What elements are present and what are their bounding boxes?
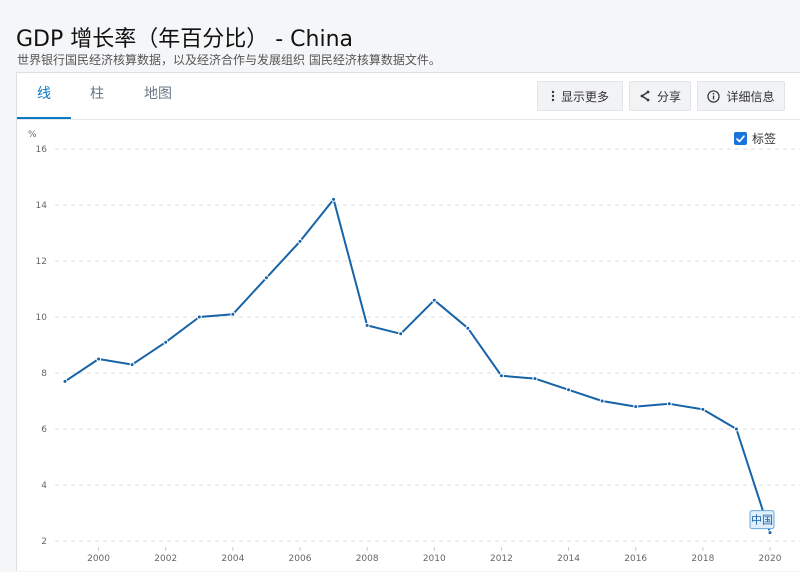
y-tick-label: 10 bbox=[36, 313, 48, 323]
data-point[interactable] bbox=[465, 325, 471, 331]
page-title: GDP 增长率（年百分比） - China bbox=[16, 26, 354, 52]
data-point[interactable] bbox=[767, 530, 773, 536]
data-point[interactable] bbox=[532, 376, 538, 382]
series-line bbox=[64, 198, 771, 533]
x-tick-label: 2014 bbox=[557, 554, 580, 564]
show-more-button[interactable]: 显示更多 bbox=[537, 81, 623, 111]
x-tick-label: 2006 bbox=[289, 554, 312, 564]
labels-toggle[interactable]: 标签 bbox=[734, 130, 776, 147]
x-tick-label: 2012 bbox=[490, 554, 513, 564]
x-tick-label: 2002 bbox=[154, 554, 177, 564]
y-tick-label: 4 bbox=[41, 481, 47, 491]
x-tick-label: 2016 bbox=[624, 554, 647, 564]
axes: % 2 4 6 8 10 12 14 16 2000 2002 2004 2006 2008 2010 20… bbox=[28, 130, 782, 564]
x-tick-label: 2004 bbox=[221, 554, 244, 564]
series: 中国 bbox=[62, 196, 775, 536]
data-point[interactable] bbox=[599, 398, 605, 404]
y-tick-label: 6 bbox=[41, 425, 47, 435]
labels-checkbox-label: 标签 bbox=[752, 132, 777, 146]
data-point[interactable] bbox=[398, 331, 404, 337]
data-point[interactable] bbox=[62, 378, 68, 384]
data-point[interactable] bbox=[297, 238, 303, 244]
y-tick-label: 12 bbox=[36, 257, 47, 267]
y-tick-label: 8 bbox=[41, 369, 47, 379]
page-subtitle: 世界银行国民经济核算数据，以及经济合作与发展组织 国民经济核算数据文件。 bbox=[17, 53, 441, 67]
data-point[interactable] bbox=[364, 322, 370, 328]
y-tick-label: 2 bbox=[41, 537, 47, 547]
data-point[interactable] bbox=[96, 356, 102, 362]
y-tick-label: 14 bbox=[36, 201, 48, 211]
share-button[interactable]: 分享 bbox=[629, 81, 691, 111]
data-point[interactable] bbox=[700, 406, 706, 412]
labels-checkbox[interactable] bbox=[734, 132, 747, 145]
series-end-label-box bbox=[749, 510, 775, 530]
info-icon bbox=[707, 89, 721, 103]
details-button[interactable]: 详细信息 bbox=[697, 81, 785, 111]
data-point[interactable] bbox=[331, 196, 337, 202]
share-label: 分享 bbox=[656, 89, 681, 104]
x-tick-label: 2010 bbox=[423, 554, 446, 564]
tab-bar[interactable]: 柱 bbox=[90, 86, 104, 102]
chart-card: 线 柱 地图 显示更多 分享 详细信息 % 2 4 6 8 10 12 14 16 2000 20… bbox=[16, 72, 800, 571]
data-point[interactable] bbox=[263, 275, 269, 281]
data-point[interactable] bbox=[666, 401, 672, 407]
data-point[interactable] bbox=[566, 387, 572, 393]
data-point[interactable] bbox=[431, 297, 437, 303]
share-icon bbox=[639, 90, 651, 102]
tab-map[interactable]: 地图 bbox=[144, 86, 172, 102]
x-tick-label: 2018 bbox=[691, 554, 714, 564]
data-point[interactable] bbox=[633, 404, 639, 410]
series-end-label: 中国 bbox=[751, 514, 773, 527]
y-tick-label: 16 bbox=[36, 145, 48, 155]
details-label: 详细信息 bbox=[726, 89, 775, 104]
data-point[interactable] bbox=[498, 373, 504, 379]
data-point[interactable] bbox=[163, 339, 169, 345]
data-point[interactable] bbox=[129, 362, 135, 368]
data-point[interactable] bbox=[733, 426, 739, 432]
data-point[interactable] bbox=[196, 314, 202, 320]
x-tick-label: 2000 bbox=[87, 554, 110, 564]
more-vertical-icon bbox=[551, 90, 555, 102]
y-axis-unit-label: % bbox=[28, 130, 37, 140]
x-tick-label: 2008 bbox=[356, 554, 379, 564]
tab-line[interactable]: 线 bbox=[17, 73, 71, 119]
data-point[interactable] bbox=[230, 311, 236, 317]
x-tick-label: 2020 bbox=[759, 554, 782, 564]
chart-tabbar: 线 柱 地图 显示更多 分享 详细信息 bbox=[17, 73, 800, 120]
show-more-label: 显示更多 bbox=[560, 89, 609, 104]
line-chart: % 2 4 6 8 10 12 14 16 2000 2002 2004 2006 2008 2010 20… bbox=[28, 130, 800, 564]
grid bbox=[55, 148, 800, 542]
